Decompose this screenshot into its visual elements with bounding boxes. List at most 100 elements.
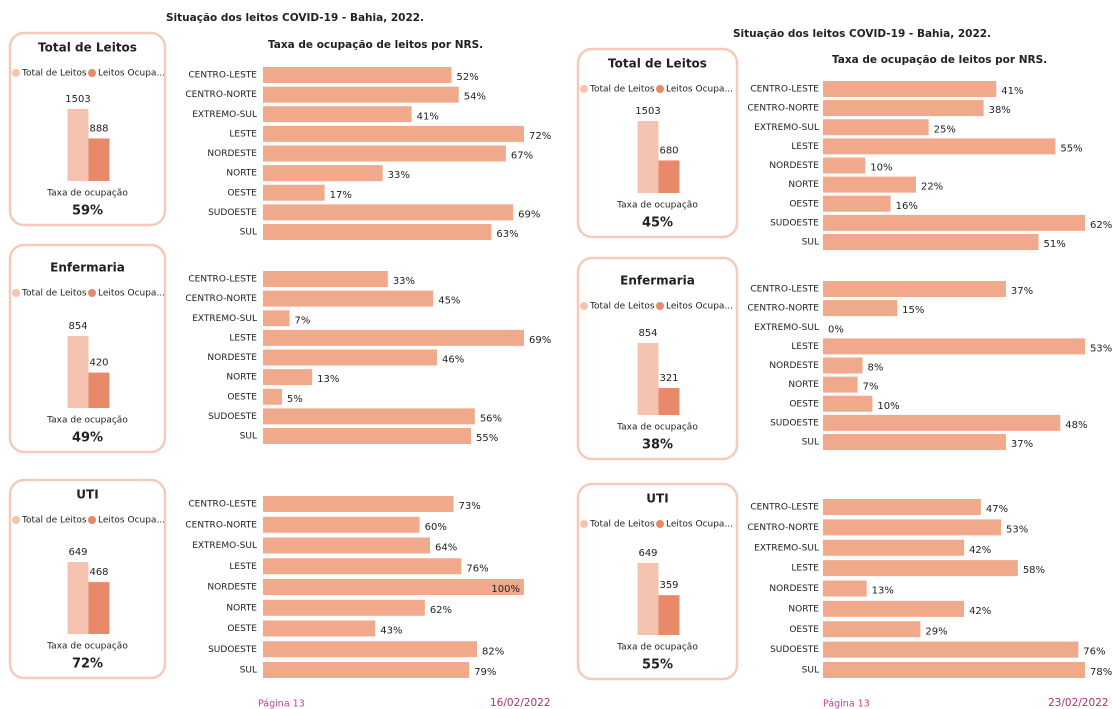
bar-label: 58% [1023, 565, 1045, 576]
category-label: SUL [240, 432, 257, 442]
card-bar-label: 420 [89, 358, 108, 369]
category-label: EXTREMO-SUL [754, 323, 819, 333]
card-title: Enfermaria [50, 261, 125, 275]
bar-label: 76% [466, 563, 488, 574]
bar-label: 43% [380, 626, 402, 637]
bar-label: 64% [435, 543, 457, 554]
category-label: CENTRO-NORTE [185, 294, 257, 304]
card-bar [67, 336, 89, 408]
legend-label: Total de Leitos [589, 85, 655, 95]
category-label: CENTRO-NORTE [185, 90, 257, 100]
category-label: LESTE [229, 333, 257, 343]
bar [823, 621, 921, 638]
rate: 45% [642, 216, 673, 231]
legend-dot [580, 520, 588, 528]
bar-label: 37% [1011, 286, 1033, 297]
category-label: EXTREMO-SUL [754, 123, 819, 133]
category-label: LESTE [229, 562, 257, 572]
rate: 49% [72, 431, 103, 446]
bar [823, 395, 873, 412]
legend-label: Leitos Ocupa... [98, 289, 165, 299]
card-bar [637, 343, 659, 415]
rate-caption: Taxa de ocupação [616, 643, 698, 653]
legend-dot [88, 516, 96, 524]
category-label: LESTE [791, 564, 819, 574]
bar [263, 86, 459, 103]
bar [823, 539, 965, 556]
category-label: LESTE [791, 142, 819, 152]
bar [263, 290, 434, 307]
category-label: CENTRO-LESTE [188, 500, 257, 510]
category-label: OESTE [789, 199, 819, 209]
bar [823, 195, 891, 212]
bar-label: 5% [287, 394, 303, 405]
bar-label: 55% [1060, 143, 1082, 154]
bar [263, 537, 431, 554]
page-number: Página 13 [823, 699, 870, 709]
bar-label: 62% [1090, 220, 1112, 231]
legend-dot [656, 520, 664, 528]
category-label: SUDOESTE [208, 412, 257, 422]
bar-label: 29% [925, 626, 947, 637]
rate: 72% [72, 657, 103, 672]
category-label: SUDOESTE [770, 645, 819, 655]
category-label: CENTRO-LESTE [750, 503, 819, 513]
rate: 55% [642, 658, 673, 673]
legend-dot [580, 85, 588, 93]
date: 23/02/2022 [1048, 697, 1109, 709]
bar-label: 15% [902, 305, 924, 316]
bar-label: 51% [1044, 239, 1066, 250]
card-bar [637, 121, 659, 193]
bar [263, 349, 437, 366]
bar-label: 52% [457, 72, 479, 83]
category-label: NORDESTE [769, 161, 819, 171]
bar-label: 45% [438, 296, 460, 307]
bar-label: 8% [868, 363, 884, 374]
legend-dot [12, 289, 20, 297]
category-label: CENTRO-NORTE [747, 523, 819, 533]
bar [823, 119, 929, 136]
category-label: CENTRO-LESTE [750, 285, 819, 295]
legend-label: Leitos Ocupa... [98, 69, 165, 79]
legend-label: Total de Leitos [589, 302, 655, 312]
rate: 38% [642, 438, 673, 453]
bar [823, 641, 1079, 658]
bar [263, 579, 524, 595]
bar [823, 100, 984, 117]
bar-label: 38% [989, 105, 1011, 116]
card-title: UTI [646, 492, 668, 506]
bar-label: 100% [491, 584, 520, 595]
bar-label: 53% [1006, 524, 1028, 535]
card-bar-label: 1503 [635, 106, 660, 117]
card-bar [658, 160, 680, 193]
bar-label: 7% [863, 382, 879, 393]
category-label: NORTE [226, 169, 257, 179]
legend-label: Total de Leitos [589, 520, 655, 530]
bar [263, 224, 492, 240]
legend-dot [12, 69, 20, 77]
rate-caption: Taxa de ocupação [616, 423, 698, 433]
category-label: NORTE [788, 180, 819, 190]
card-bar-label: 854 [68, 321, 87, 332]
bar [263, 662, 470, 678]
bar [823, 662, 1085, 678]
category-label: NORTE [226, 373, 257, 383]
category-label: SUL [802, 238, 819, 248]
card-bar-label: 1503 [65, 94, 90, 105]
bar [263, 204, 514, 221]
card-bar-label: 359 [659, 580, 678, 591]
category-label: CENTRO-NORTE [747, 104, 819, 114]
bar [263, 599, 425, 616]
bar [823, 357, 863, 374]
category-label: LESTE [791, 342, 819, 352]
category-label: SUDOESTE [208, 208, 257, 218]
legend-label: Total de Leitos [21, 289, 87, 299]
card-bar-label: 680 [659, 145, 678, 156]
legend-dot [12, 516, 20, 524]
bar [823, 519, 1002, 536]
rate: 59% [72, 204, 103, 219]
card-title: UTI [76, 488, 98, 502]
bar-label: 76% [1083, 647, 1105, 658]
category-label: SUL [802, 438, 819, 448]
category-label: OESTE [227, 188, 257, 198]
